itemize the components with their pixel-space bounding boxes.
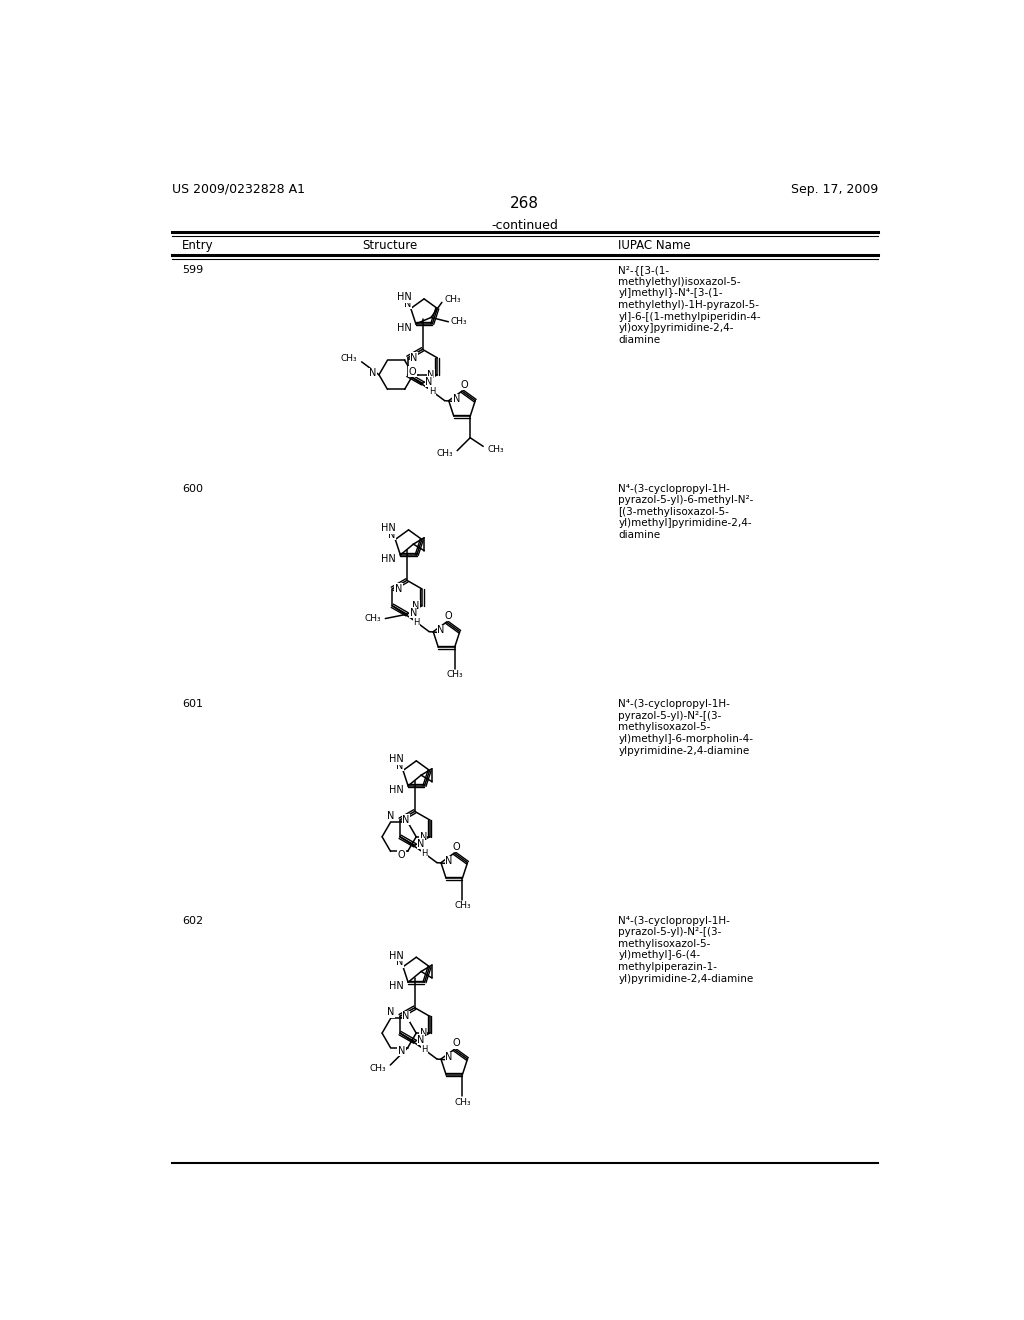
Text: Sep. 17, 2009: Sep. 17, 2009 bbox=[791, 182, 878, 195]
Text: N: N bbox=[445, 1052, 453, 1063]
Text: CH₃: CH₃ bbox=[341, 354, 357, 363]
Text: N: N bbox=[420, 832, 427, 842]
Text: CH₃: CH₃ bbox=[370, 1064, 386, 1073]
Text: HN: HN bbox=[397, 323, 412, 333]
Text: O: O bbox=[453, 1039, 461, 1048]
Text: N: N bbox=[387, 810, 394, 821]
Text: CH₃: CH₃ bbox=[436, 449, 453, 458]
Text: 268: 268 bbox=[510, 195, 540, 211]
Text: CH₃: CH₃ bbox=[487, 445, 504, 454]
Text: O: O bbox=[453, 842, 461, 851]
Text: N: N bbox=[453, 395, 460, 404]
Text: O: O bbox=[409, 367, 416, 376]
Text: N: N bbox=[369, 368, 377, 379]
Text: N: N bbox=[387, 1007, 394, 1018]
Text: HN: HN bbox=[381, 523, 396, 533]
Text: H: H bbox=[421, 849, 427, 858]
Text: H: H bbox=[421, 1045, 427, 1055]
Text: N: N bbox=[404, 298, 412, 309]
Text: 600: 600 bbox=[182, 483, 203, 494]
Text: N: N bbox=[402, 1011, 410, 1022]
Text: N: N bbox=[418, 1035, 425, 1045]
Text: CH₃: CH₃ bbox=[454, 1098, 471, 1106]
Text: N: N bbox=[420, 1028, 427, 1038]
Text: HN: HN bbox=[389, 981, 403, 991]
Text: N: N bbox=[425, 376, 432, 387]
Text: IUPAC Name: IUPAC Name bbox=[618, 239, 691, 252]
Text: N: N bbox=[394, 583, 402, 594]
Text: N: N bbox=[397, 1045, 406, 1056]
Text: N: N bbox=[427, 370, 435, 380]
Text: N: N bbox=[388, 529, 396, 540]
Text: CH₃: CH₃ bbox=[446, 671, 463, 680]
Text: O: O bbox=[445, 611, 453, 620]
Text: N: N bbox=[396, 760, 403, 771]
Text: CH₃: CH₃ bbox=[451, 317, 468, 326]
Text: N⁴-(3-cyclopropyl-1H-
pyrazol-5-yl)-N²-[(3-
methylisoxazol-5-
yl)methyl]-6-morph: N⁴-(3-cyclopropyl-1H- pyrazol-5-yl)-N²-[… bbox=[618, 700, 754, 755]
Text: CH₃: CH₃ bbox=[365, 614, 381, 623]
Text: N: N bbox=[412, 601, 419, 611]
Text: N: N bbox=[418, 838, 425, 849]
Text: HN: HN bbox=[381, 554, 396, 564]
Text: HN: HN bbox=[397, 292, 412, 302]
Text: N²-{[3-(1-
methylethyl)isoxazol-5-
yl]methyl}-N⁴-[3-(1-
methylethyl)-1H-pyrazol-: N²-{[3-(1- methylethyl)isoxazol-5- yl]me… bbox=[618, 265, 761, 345]
Text: H: H bbox=[429, 387, 435, 396]
Text: O: O bbox=[461, 380, 468, 389]
Text: 602: 602 bbox=[182, 916, 203, 925]
Text: CH₃: CH₃ bbox=[444, 294, 461, 304]
Text: N: N bbox=[402, 814, 410, 825]
Text: US 2009/0232828 A1: US 2009/0232828 A1 bbox=[172, 182, 305, 195]
Text: HN: HN bbox=[389, 950, 403, 961]
Text: CH₃: CH₃ bbox=[454, 902, 471, 911]
Text: N: N bbox=[396, 957, 403, 968]
Text: N: N bbox=[445, 857, 453, 866]
Text: HN: HN bbox=[389, 785, 403, 795]
Text: N: N bbox=[411, 352, 418, 363]
Text: H: H bbox=[414, 618, 420, 627]
Text: 601: 601 bbox=[182, 700, 203, 709]
Text: N⁴-(3-cyclopropyl-1H-
pyrazol-5-yl)-N²-[(3-
methylisoxazol-5-
yl)methyl]-6-(4-
m: N⁴-(3-cyclopropyl-1H- pyrazol-5-yl)-N²-[… bbox=[618, 916, 754, 983]
Text: N⁴-(3-cyclopropyl-1H-
pyrazol-5-yl)-6-methyl-N²-
[(3-methylisoxazol-5-
yl)methyl: N⁴-(3-cyclopropyl-1H- pyrazol-5-yl)-6-me… bbox=[618, 483, 754, 540]
Text: HN: HN bbox=[389, 754, 403, 764]
Text: N: N bbox=[410, 607, 417, 618]
Text: Entry: Entry bbox=[182, 239, 214, 252]
Text: O: O bbox=[397, 850, 406, 859]
Text: 599: 599 bbox=[182, 265, 203, 275]
Text: Structure: Structure bbox=[362, 239, 418, 252]
Text: N: N bbox=[437, 626, 444, 635]
Text: -continued: -continued bbox=[492, 219, 558, 232]
